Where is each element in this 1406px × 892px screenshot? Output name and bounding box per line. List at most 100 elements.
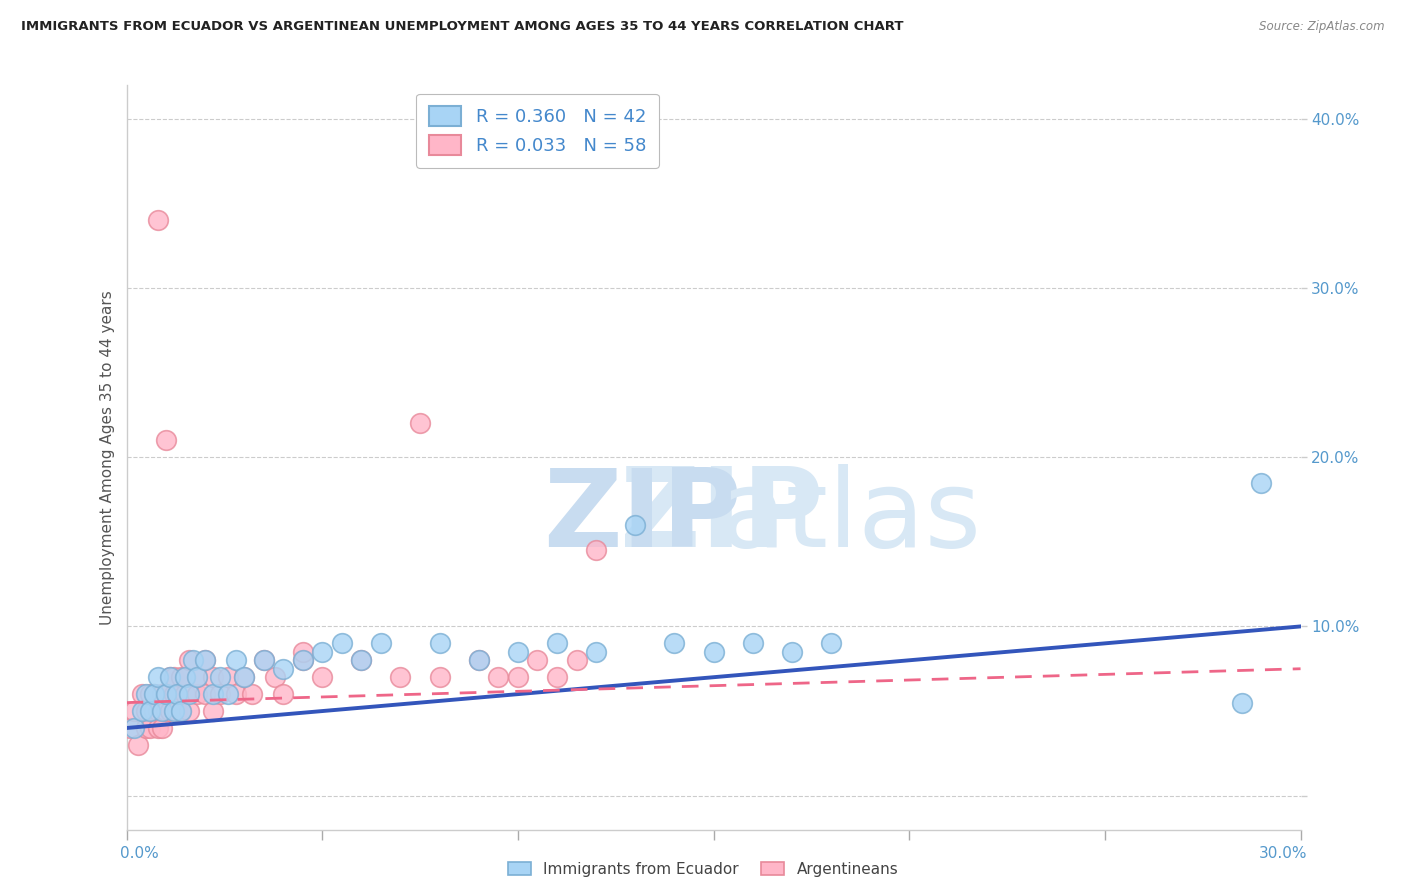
Point <box>162 687 184 701</box>
Point <box>271 687 294 701</box>
Point <box>1250 475 1272 490</box>
Point <box>467 653 489 667</box>
Point <box>155 687 177 701</box>
Point <box>159 704 181 718</box>
Point <box>162 670 184 684</box>
Point <box>291 653 314 667</box>
Point <box>170 704 193 718</box>
Point <box>166 687 188 701</box>
Point <box>166 687 188 701</box>
Point <box>139 687 162 701</box>
Point <box>201 687 224 701</box>
Legend: Immigrants from Ecuador, Argentineans: Immigrants from Ecuador, Argentineans <box>501 854 905 884</box>
Point <box>146 670 169 684</box>
Point <box>585 543 607 558</box>
Point <box>142 687 165 701</box>
Point <box>179 653 201 667</box>
Point <box>139 721 162 735</box>
Point <box>409 417 432 431</box>
Point <box>370 636 392 650</box>
Point <box>252 653 274 667</box>
Point <box>467 653 489 667</box>
Point <box>135 687 157 701</box>
Point <box>232 670 256 684</box>
Point <box>225 653 247 667</box>
Point <box>120 721 142 735</box>
Point <box>741 636 763 650</box>
Text: ZIP: ZIP <box>620 463 823 570</box>
Point <box>159 670 181 684</box>
Point <box>330 636 353 650</box>
Point <box>820 636 842 650</box>
Point <box>170 704 193 718</box>
Point <box>291 645 314 659</box>
Point <box>209 670 232 684</box>
Point <box>146 213 169 227</box>
Point <box>664 636 686 650</box>
Point <box>186 670 208 684</box>
Point <box>1230 696 1253 710</box>
Point <box>350 653 373 667</box>
Point <box>146 704 169 718</box>
Point <box>155 687 177 701</box>
Point <box>194 687 217 701</box>
Point <box>150 687 173 701</box>
Point <box>135 704 157 718</box>
Point <box>166 704 188 718</box>
Point <box>174 670 197 684</box>
Point <box>124 704 146 718</box>
Point <box>225 687 247 701</box>
Point <box>135 721 157 735</box>
Point <box>565 653 588 667</box>
Point <box>271 662 294 676</box>
Point <box>232 670 256 684</box>
Text: IMMIGRANTS FROM ECUADOR VS ARGENTINEAN UNEMPLOYMENT AMONG AGES 35 TO 44 YEARS CO: IMMIGRANTS FROM ECUADOR VS ARGENTINEAN U… <box>21 20 904 33</box>
Y-axis label: Unemployment Among Ages 35 to 44 years: Unemployment Among Ages 35 to 44 years <box>100 290 115 624</box>
Text: 30.0%: 30.0% <box>1260 847 1308 861</box>
Point <box>429 670 451 684</box>
Point <box>585 645 607 659</box>
Point <box>194 653 217 667</box>
Point <box>139 704 162 718</box>
Point <box>155 434 177 448</box>
Point <box>429 636 451 650</box>
Point <box>124 721 146 735</box>
Text: ZIP: ZIP <box>543 464 742 570</box>
Point <box>209 687 232 701</box>
Text: Source: ZipAtlas.com: Source: ZipAtlas.com <box>1260 20 1385 33</box>
Point <box>162 704 184 718</box>
Point <box>201 704 224 718</box>
Point <box>181 653 204 667</box>
Point <box>389 670 412 684</box>
Text: ZIPatlas: ZIPatlas <box>620 463 1059 570</box>
Point <box>264 670 287 684</box>
Point <box>186 687 208 701</box>
Point <box>142 687 165 701</box>
Point <box>131 687 153 701</box>
Point <box>201 670 224 684</box>
Point <box>179 704 201 718</box>
Text: 0.0%: 0.0% <box>120 847 159 861</box>
Point <box>179 687 201 701</box>
Point <box>506 670 529 684</box>
Point <box>174 687 197 701</box>
Point <box>240 687 263 701</box>
Point <box>131 704 153 718</box>
Point <box>194 653 217 667</box>
Point <box>170 670 193 684</box>
Point <box>546 636 568 650</box>
Point <box>624 517 647 532</box>
Point <box>780 645 803 659</box>
Point <box>311 645 333 659</box>
Point <box>291 653 314 667</box>
Point <box>146 721 169 735</box>
Point <box>174 670 197 684</box>
Point <box>159 670 181 684</box>
Point <box>311 670 333 684</box>
Text: atlas: atlas <box>720 464 981 570</box>
Point <box>127 738 149 752</box>
Point <box>526 653 548 667</box>
Point <box>150 721 173 735</box>
Point <box>150 704 173 718</box>
Point <box>252 653 274 667</box>
